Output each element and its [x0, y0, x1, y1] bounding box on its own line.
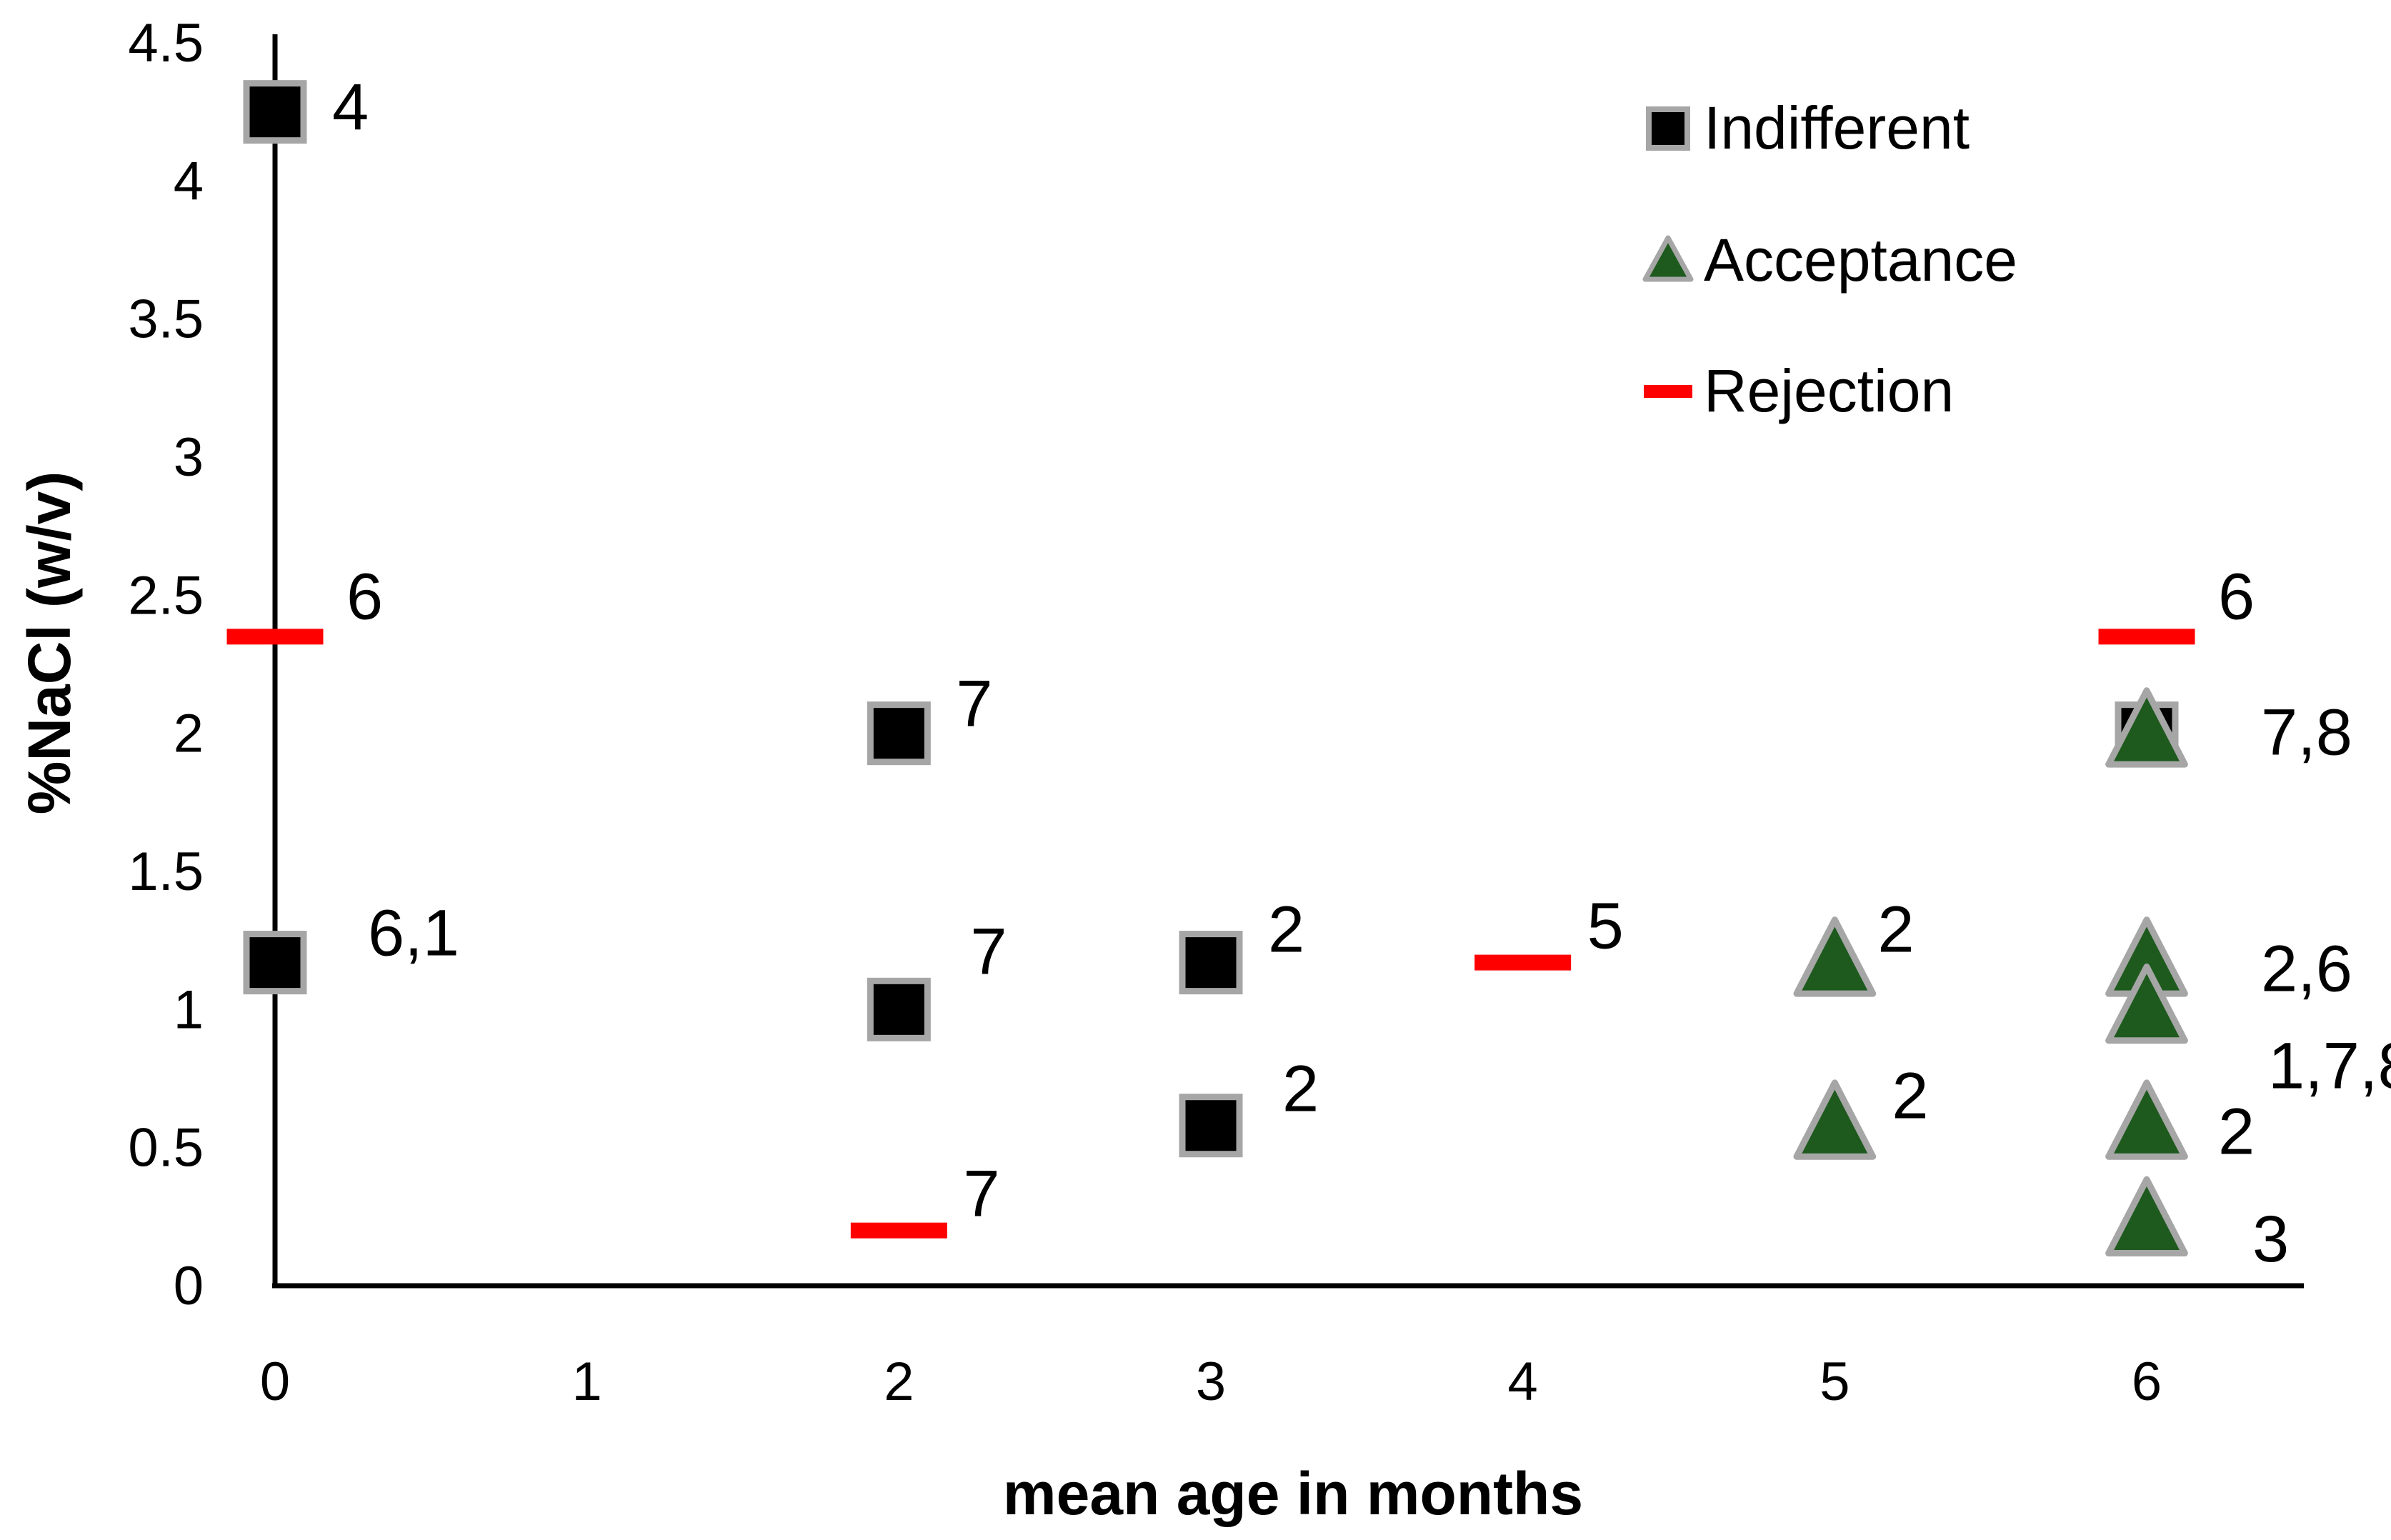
- y-tick-label: 0: [174, 1256, 204, 1316]
- data-label: 2: [1877, 894, 1914, 966]
- x-tick-label: 6: [2132, 1351, 2162, 1412]
- legend-label: Rejection: [1704, 357, 1954, 424]
- rejection-point: [1474, 954, 1572, 971]
- data-marks: [226, 80, 2195, 1257]
- acceptance-point: [2105, 1079, 2188, 1160]
- data-label: 1,7,8: [2268, 1029, 2391, 1102]
- x-axis-title: mean age in months: [1003, 1460, 1583, 1527]
- legend: Indifferent Acceptance Rejection: [1642, 94, 2017, 424]
- data-label: 2: [2218, 1096, 2255, 1169]
- indifferent-point: [243, 80, 307, 144]
- data-label: 2: [1268, 894, 1304, 966]
- data-label: 2: [1282, 1053, 1319, 1126]
- y-tick-label: 0.5: [128, 1118, 204, 1179]
- x-tick-label: 1: [572, 1351, 602, 1412]
- data-label: 5: [1587, 890, 1624, 963]
- y-tick-label: 2: [174, 704, 204, 764]
- data-label: 4: [332, 71, 369, 144]
- x-tick-labels: 0 1 2 3 4 5 6: [260, 1351, 2162, 1412]
- x-tick-label: 0: [260, 1351, 290, 1412]
- indifferent-point: [1179, 1094, 1243, 1158]
- data-label: 7: [970, 915, 1007, 988]
- y-tick-label: 1: [174, 979, 204, 1040]
- x-tick-label: 3: [1196, 1351, 1226, 1412]
- y-tick-label: 2.5: [128, 565, 204, 626]
- legend-label: Indifferent: [1704, 94, 1970, 161]
- axes: [272, 34, 2304, 1289]
- legend-swatch-rejection: [1644, 385, 1692, 398]
- y-tick-label: 3: [174, 427, 204, 488]
- data-label: 2,6: [2261, 933, 2352, 1006]
- legend-swatch-acceptance: [1642, 235, 1694, 282]
- y-axis-title: %NaCl (w/v): [16, 471, 83, 815]
- x-tick-label: 5: [1820, 1351, 1850, 1412]
- y-tick-label: 4.5: [128, 13, 204, 74]
- data-label: 6: [346, 560, 383, 633]
- legend-swatch-indifferent: [1646, 106, 1690, 151]
- rejection-point: [226, 629, 324, 645]
- data-label: 2: [1892, 1060, 1928, 1133]
- indifferent-point: [867, 701, 931, 766]
- data-label: 7,8: [2261, 696, 2352, 769]
- y-tick-label: 1.5: [128, 841, 204, 902]
- acceptance-point: [1793, 916, 1877, 997]
- x-tick-label: 2: [884, 1351, 914, 1412]
- y-tick-labels: 0 0.5 1 1.5 2 2.5 3 3.5 4 4.5: [128, 13, 204, 1316]
- data-label: 6: [2218, 560, 2255, 633]
- x-tick-label: 4: [1508, 1351, 1538, 1412]
- y-tick-label: 3.5: [128, 289, 204, 350]
- legend-label: Acceptance: [1704, 226, 2017, 294]
- indifferent-point: [1179, 931, 1243, 995]
- acceptance-point: [1793, 1079, 1877, 1160]
- acceptance-point: [2105, 687, 2188, 768]
- data-label: 3: [2252, 1203, 2289, 1276]
- acceptance-point: [2105, 963, 2188, 1044]
- y-tick-label: 4: [174, 151, 204, 211]
- acceptance-point: [2105, 1176, 2188, 1257]
- indifferent-point: [867, 977, 931, 1041]
- rejection-point: [850, 1222, 947, 1239]
- data-label: 7: [956, 668, 992, 741]
- data-label: 7: [963, 1158, 999, 1231]
- indifferent-point: [243, 931, 307, 995]
- rejection-point: [2098, 629, 2195, 645]
- data-label: 6,1: [368, 897, 459, 970]
